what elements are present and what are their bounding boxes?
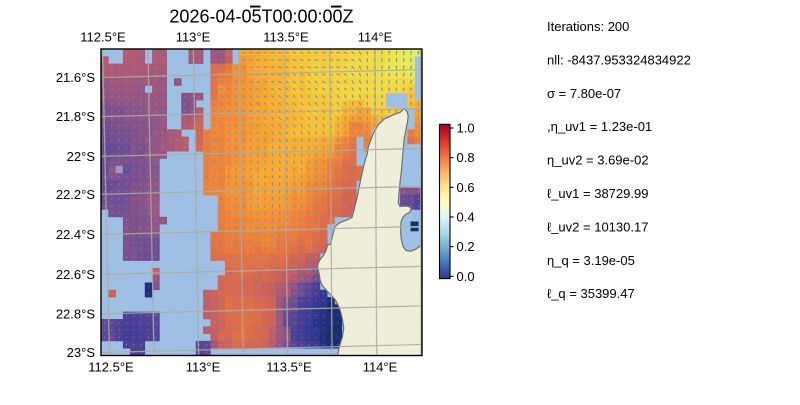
svg-text:114°E: 114°E: [363, 360, 398, 375]
svg-text:114°E: 114°E: [358, 30, 393, 45]
svg-text:,η_uv1 = 1.23e-01: ,η_uv1 = 1.23e-01: [547, 119, 652, 134]
svg-text:0.2: 0.2: [457, 239, 475, 254]
svg-text:0.6: 0.6: [457, 180, 475, 195]
svg-text:σ = 7.80e-07: σ = 7.80e-07: [547, 86, 621, 101]
svg-text:113°E: 113°E: [176, 30, 211, 45]
svg-text:21.6°S: 21.6°S: [56, 70, 96, 85]
svg-text:1.0: 1.0: [457, 121, 475, 136]
svg-text:η_uv2 = 3.69e-02: η_uv2 = 3.69e-02: [547, 153, 649, 168]
svg-text:113°E: 113°E: [186, 360, 221, 375]
svg-text:ℓ_uv2 = 10130.17: ℓ_uv2 = 10130.17: [547, 219, 648, 234]
svg-text:ℓ_q = 35399.47: ℓ_q = 35399.47: [547, 286, 635, 301]
svg-text:ℓ_uv1 = 38729.99: ℓ_uv1 = 38729.99: [547, 186, 648, 201]
svg-text:22.8°S: 22.8°S: [56, 306, 96, 321]
svg-text:113.5°E: 113.5°E: [263, 30, 309, 45]
svg-text:0.8: 0.8: [457, 150, 475, 165]
svg-text:22°S: 22°S: [67, 149, 96, 164]
svg-text:2026-04-05T00:00:00Z: 2026-04-05T00:00:00Z: [169, 7, 353, 27]
svg-text:21.8°S: 21.8°S: [56, 109, 96, 124]
svg-text:23°S: 23°S: [67, 345, 96, 360]
svg-text:112.5°E: 112.5°E: [80, 30, 126, 45]
svg-text:η_q = 3.19e-05: η_q = 3.19e-05: [547, 253, 635, 268]
svg-text:22.2°S: 22.2°S: [56, 187, 96, 202]
svg-text:113.5°E: 113.5°E: [266, 360, 312, 375]
svg-text:112.5°E: 112.5°E: [88, 360, 134, 375]
svg-text:nll: -8437.953324834922: nll: -8437.953324834922: [547, 52, 691, 67]
svg-text:22.4°S: 22.4°S: [56, 227, 96, 242]
svg-text:0.4: 0.4: [457, 209, 475, 224]
svg-text:0.0: 0.0: [457, 269, 475, 284]
svg-text:22.6°S: 22.6°S: [56, 267, 96, 282]
svg-text:Iterations: 200: Iterations: 200: [547, 19, 629, 34]
